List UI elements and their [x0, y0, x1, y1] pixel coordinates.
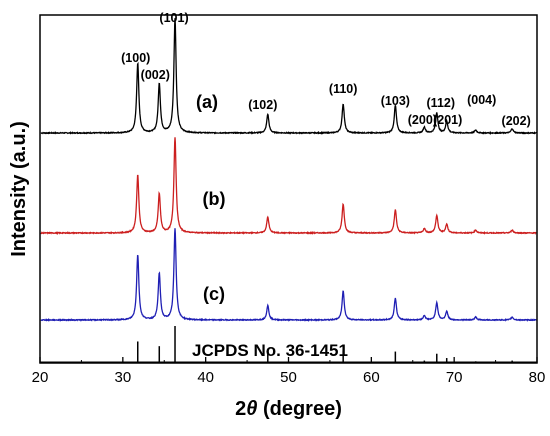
- reference-label: JCPDS No. 36-1451: [192, 341, 348, 360]
- peak-label: (202): [502, 114, 531, 128]
- series-line-3: [40, 228, 537, 322]
- x-tick-label: 50: [280, 369, 297, 386]
- peak-label-group: (a) (b) (c) (100) (002) (101) (102) (110) (103) (…: [121, 11, 531, 304]
- series-line-2: [40, 137, 537, 236]
- peak-label: (103): [381, 94, 410, 108]
- y-axis-title: Intensity (a.u.): [8, 121, 30, 257]
- series-line-1: [40, 18, 537, 135]
- x-axis-title-prefix: 2: [235, 398, 246, 420]
- x-tick-label: 80: [529, 369, 546, 386]
- series-group: [40, 18, 537, 322]
- x-axis-title: 2θ (degree): [235, 398, 342, 420]
- series-label-1: (a): [196, 92, 218, 112]
- peak-label: (102): [248, 98, 277, 112]
- series-label-2: (b): [203, 189, 226, 209]
- x-tick-label: 40: [197, 369, 214, 386]
- peak-label: (100): [121, 51, 150, 65]
- x-tick-label: 30: [114, 369, 131, 386]
- peak-label: (200): [408, 113, 437, 127]
- peak-label: (110): [329, 82, 358, 96]
- x-tick-label: 60: [363, 369, 380, 386]
- peak-label: (201): [433, 113, 462, 127]
- peak-label: (002): [141, 68, 170, 82]
- peak-label: (004): [467, 93, 496, 107]
- series-label-3: (c): [203, 284, 225, 304]
- peak-label: (101): [159, 11, 188, 25]
- x-tick-label: 20: [32, 369, 49, 386]
- x-axis-ticks: 20 30 40 50 60 70 80: [32, 357, 546, 386]
- x-axis-title-symbol: θ: [246, 398, 257, 420]
- x-axis-title-suffix: (degree): [257, 398, 341, 420]
- x-tick-label: 70: [446, 369, 463, 386]
- peak-label: (112): [427, 96, 456, 110]
